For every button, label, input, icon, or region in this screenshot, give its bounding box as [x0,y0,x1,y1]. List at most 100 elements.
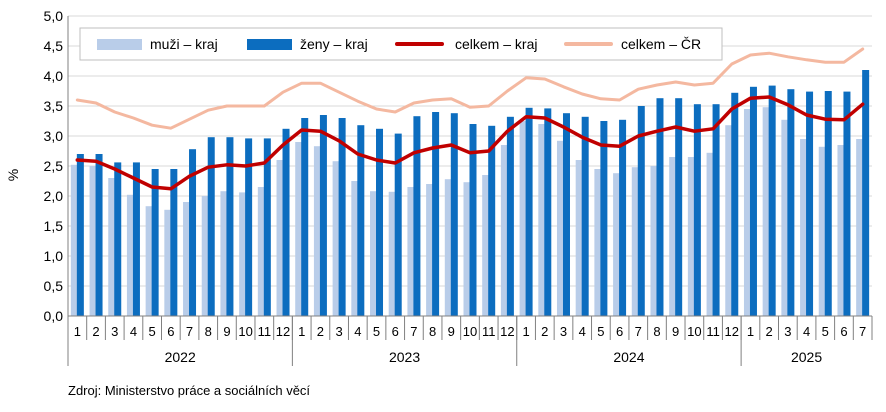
bar [351,181,359,316]
legend-swatch [97,39,142,50]
bar [500,145,508,316]
x-tick-label: 2 [766,324,773,339]
x-tick-label: 7 [635,324,642,339]
bar [394,133,402,316]
y-tick-label: 3,0 [44,128,64,144]
x-tick-label: 12 [725,324,739,339]
bar [313,146,321,316]
source-note: Zdroj: Ministerstvo práce a sociálních v… [68,383,311,398]
x-tick-label: 5 [373,324,380,339]
bar [806,91,814,316]
legend-label: celkem – ČR [621,36,701,52]
series-line [75,95,865,191]
x-tick-label: 10 [687,324,701,339]
bar [650,166,658,316]
bar [376,128,384,316]
x-tick-label: 11 [258,324,272,339]
bar [332,161,340,316]
bar [600,121,608,316]
bar [201,196,209,316]
x-tick-label: 2 [317,324,324,339]
bar [743,109,751,316]
bar [183,202,191,316]
bar [108,178,116,316]
bar [450,113,458,316]
bar [338,118,346,316]
bar [556,140,564,316]
legend-label: ženy – kraj [300,36,368,52]
bar [114,162,122,316]
bar [768,85,776,316]
x-tick-label: 2 [541,324,548,339]
bar [469,124,477,316]
x-tick-label: 5 [597,324,604,339]
x-tick-label: 2 [92,324,99,339]
axes: 0,00,51,01,52,02,53,03,54,04,55,01 2 3 4 5 6 7… [44,8,873,366]
y-tick-label: 0,0 [44,308,64,324]
y-tick-label: 3,5 [44,98,64,114]
x-tick-label: 4 [354,324,361,339]
y-axis-label: % [5,169,21,181]
bar [276,160,284,316]
bar [132,162,140,316]
bar [76,154,84,316]
x-tick-label: 8 [653,324,660,339]
y-tick-label: 0,5 [44,278,64,294]
bar [525,107,533,316]
x-tick-label: 3 [784,324,791,339]
bar [444,179,452,316]
bar [432,112,440,316]
x-tick-label: 10 [463,324,477,339]
bar [544,108,552,317]
x-tick-label: 1 [747,324,754,339]
y-tick-label: 4,0 [44,68,64,84]
bar [126,194,134,316]
bar [301,118,309,316]
x-tick-label: 9 [223,324,230,339]
x-tick-label: 4 [803,324,810,339]
bar [226,137,234,316]
bar [800,139,808,316]
bar [538,124,546,316]
bar [506,116,514,316]
bar [613,173,621,316]
y-tick-label: 4,5 [44,38,64,54]
x-tick-label: 8 [429,324,436,339]
legend-swatch [247,39,292,50]
bar [862,70,870,316]
bar [295,142,303,316]
x-tick-label: 6 [840,324,847,339]
year-label: 2022 [165,349,196,365]
bars [70,70,870,317]
x-tick-label: 4 [579,324,586,339]
bar [837,145,845,316]
y-tick-label: 2,0 [44,188,64,204]
bar [220,191,228,316]
x-tick-label: 11 [482,324,496,339]
bar [319,115,327,316]
bar [388,191,396,316]
bar [637,106,645,316]
bar [263,138,271,316]
bar [619,119,627,316]
bar [675,98,683,316]
legend: muži – kraj ženy – kraj celkem – kraj celke… [79,27,723,61]
bar [463,182,471,316]
bar [482,175,490,316]
legend-label: celkem – kraj [455,36,537,52]
y-tick-label: 2,5 [44,158,64,174]
bar [562,113,570,316]
bar [731,92,739,316]
bar [631,167,639,316]
bar [781,119,789,316]
bar [145,206,153,316]
bar [749,86,757,316]
bar [712,104,720,316]
x-tick-label: 1 [74,324,81,339]
year-label: 2024 [613,349,644,365]
x-tick-label: 7 [410,324,417,339]
bar [426,184,434,316]
year-label: 2023 [389,349,420,365]
bar [575,160,583,316]
